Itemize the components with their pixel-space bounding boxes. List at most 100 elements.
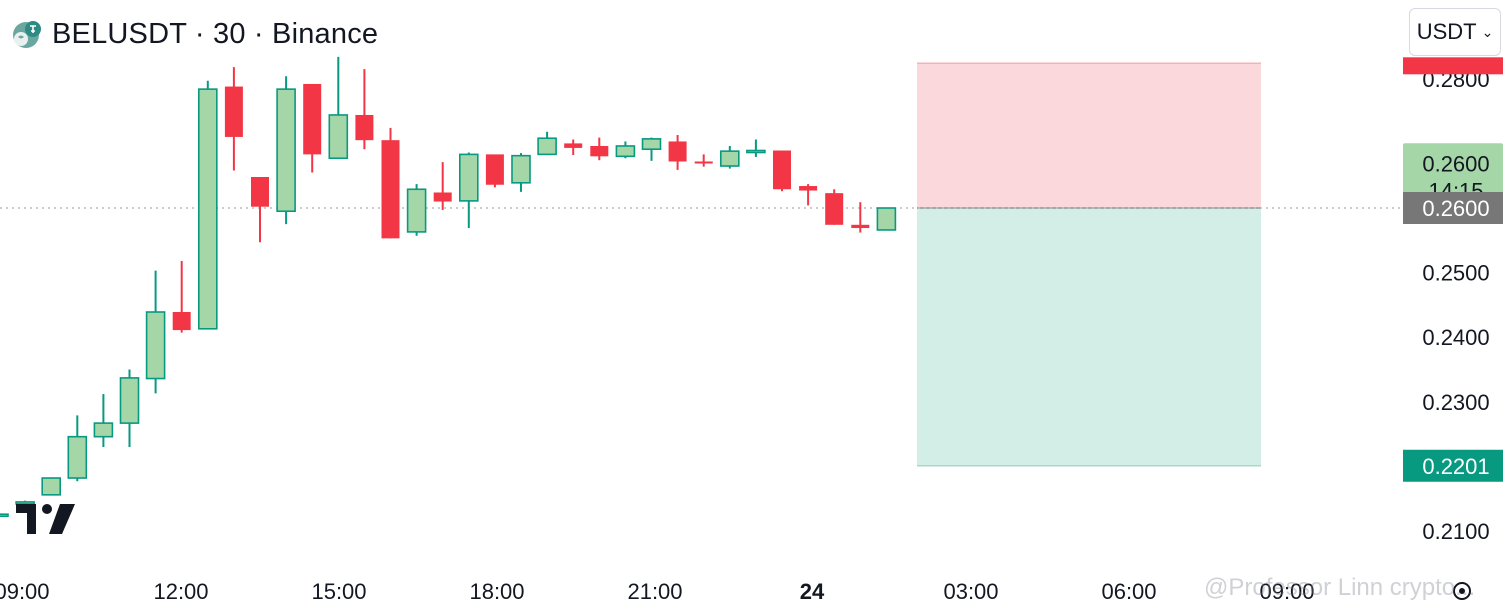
- candle[interactable]: [0, 513, 9, 518]
- candle[interactable]: [485, 154, 504, 188]
- candle-body: [328, 114, 349, 160]
- stop-loss-price-label: [1403, 57, 1503, 75]
- candle-body: [537, 137, 557, 156]
- candle-body: [355, 114, 374, 141]
- candle[interactable]: [93, 394, 114, 448]
- chevron-down-icon: ⌄: [1481, 23, 1494, 40]
- x-tick-label: 18:00: [469, 579, 524, 604]
- symbol-title[interactable]: BELUSDT · 30 · Binance: [52, 17, 379, 50]
- candle-body: [15, 501, 35, 505]
- x-tick-label: 12:00: [153, 579, 208, 604]
- candle[interactable]: [851, 202, 870, 233]
- watermark-text: @Professor Linn crypto...: [1204, 574, 1476, 601]
- candle-body: [276, 88, 296, 213]
- gear-hub: [1459, 588, 1465, 594]
- candle[interactable]: [119, 369, 140, 448]
- candle[interactable]: [537, 131, 557, 156]
- candle[interactable]: [328, 56, 349, 160]
- candle-body: [825, 193, 844, 225]
- candle[interactable]: [511, 153, 531, 192]
- candle[interactable]: [694, 154, 713, 167]
- candle-body: [799, 186, 818, 191]
- countdown-label-bg: [1403, 143, 1503, 206]
- x-tick-label: 09:00: [1259, 579, 1314, 604]
- x-tick-label: 03:00: [943, 579, 998, 604]
- candle[interactable]: [303, 83, 322, 173]
- candle-body: [719, 150, 740, 167]
- candle[interactable]: [381, 127, 400, 239]
- settings-gear-icon[interactable]: [1453, 582, 1471, 600]
- candle[interactable]: [773, 150, 791, 192]
- candle[interactable]: [251, 176, 269, 243]
- candle[interactable]: [564, 139, 583, 156]
- x-tick-label: 06:00: [1101, 579, 1156, 604]
- candle[interactable]: [198, 80, 218, 330]
- candle-body: [406, 188, 427, 233]
- candle-body: [668, 141, 687, 162]
- candle[interactable]: [67, 415, 88, 482]
- candle-body: [303, 83, 322, 155]
- y-tick-label: 0.2400: [1422, 325, 1489, 350]
- candle-body: [145, 311, 166, 380]
- candle[interactable]: [276, 76, 296, 225]
- candle-body: [93, 422, 114, 438]
- candle[interactable]: [668, 135, 687, 170]
- candle[interactable]: [641, 137, 662, 161]
- candle[interactable]: [876, 207, 897, 231]
- stop-loss-zone[interactable]: [917, 63, 1261, 208]
- candle-body: [119, 377, 140, 424]
- bel-logo-icon: [13, 21, 41, 48]
- candles: [0, 56, 897, 518]
- candle-body: [511, 154, 531, 184]
- candle[interactable]: [355, 69, 374, 150]
- candle[interactable]: [590, 137, 609, 161]
- candle-body: [773, 150, 791, 190]
- y-tick-label: 0.2300: [1422, 390, 1489, 415]
- candle[interactable]: [172, 260, 191, 333]
- candle[interactable]: [145, 270, 166, 394]
- candle[interactable]: [433, 162, 452, 210]
- candle-body: [851, 224, 870, 229]
- current-price-label-bg: [1403, 192, 1503, 224]
- candle-body: [485, 154, 504, 185]
- y-tick-label: 0.2100: [1422, 519, 1489, 544]
- x-tick-label: 21:00: [627, 579, 682, 604]
- currency-selector[interactable]: USDT ⌄: [1409, 8, 1501, 56]
- candle[interactable]: [615, 141, 636, 159]
- x-tick-label: 15:00: [311, 579, 366, 604]
- candle[interactable]: [825, 189, 844, 225]
- candle[interactable]: [41, 477, 62, 496]
- current-price-label: 0.2600: [1422, 196, 1489, 221]
- candle-body: [433, 192, 452, 202]
- candle-body: [615, 145, 636, 158]
- candle[interactable]: [746, 139, 766, 157]
- candle[interactable]: [458, 152, 479, 229]
- candle[interactable]: [719, 145, 740, 169]
- axes: 0.21000.22000.23000.24000.25000.26000.28…: [0, 57, 1503, 604]
- candle-body: [564, 143, 583, 148]
- take-profit-zone[interactable]: [917, 208, 1261, 466]
- position-zones: [917, 62, 1261, 467]
- candle-body: [694, 161, 713, 164]
- candle-body: [67, 435, 88, 479]
- candle-body: [251, 176, 269, 207]
- candle-body: [458, 153, 479, 202]
- candle-body: [224, 86, 243, 137]
- currency-selector-label: USDT: [1416, 19, 1477, 44]
- take-profit-label-bg: [1403, 449, 1503, 482]
- chart-header: BELUSDT · 30 · Binance: [8, 14, 378, 54]
- candle-body: [641, 138, 662, 151]
- candle-body: [198, 88, 218, 330]
- take-profit-price-label: 0.2201: [1422, 454, 1489, 479]
- candle-body: [876, 207, 897, 231]
- candle-body: [0, 513, 9, 518]
- candle-body: [590, 145, 609, 157]
- candle[interactable]: [799, 184, 818, 206]
- candle[interactable]: [406, 184, 427, 236]
- candle[interactable]: [224, 67, 243, 171]
- x-tick-label: 09:00: [0, 579, 50, 604]
- y-tick-label: 0.2500: [1422, 261, 1489, 286]
- candle-body: [172, 312, 191, 331]
